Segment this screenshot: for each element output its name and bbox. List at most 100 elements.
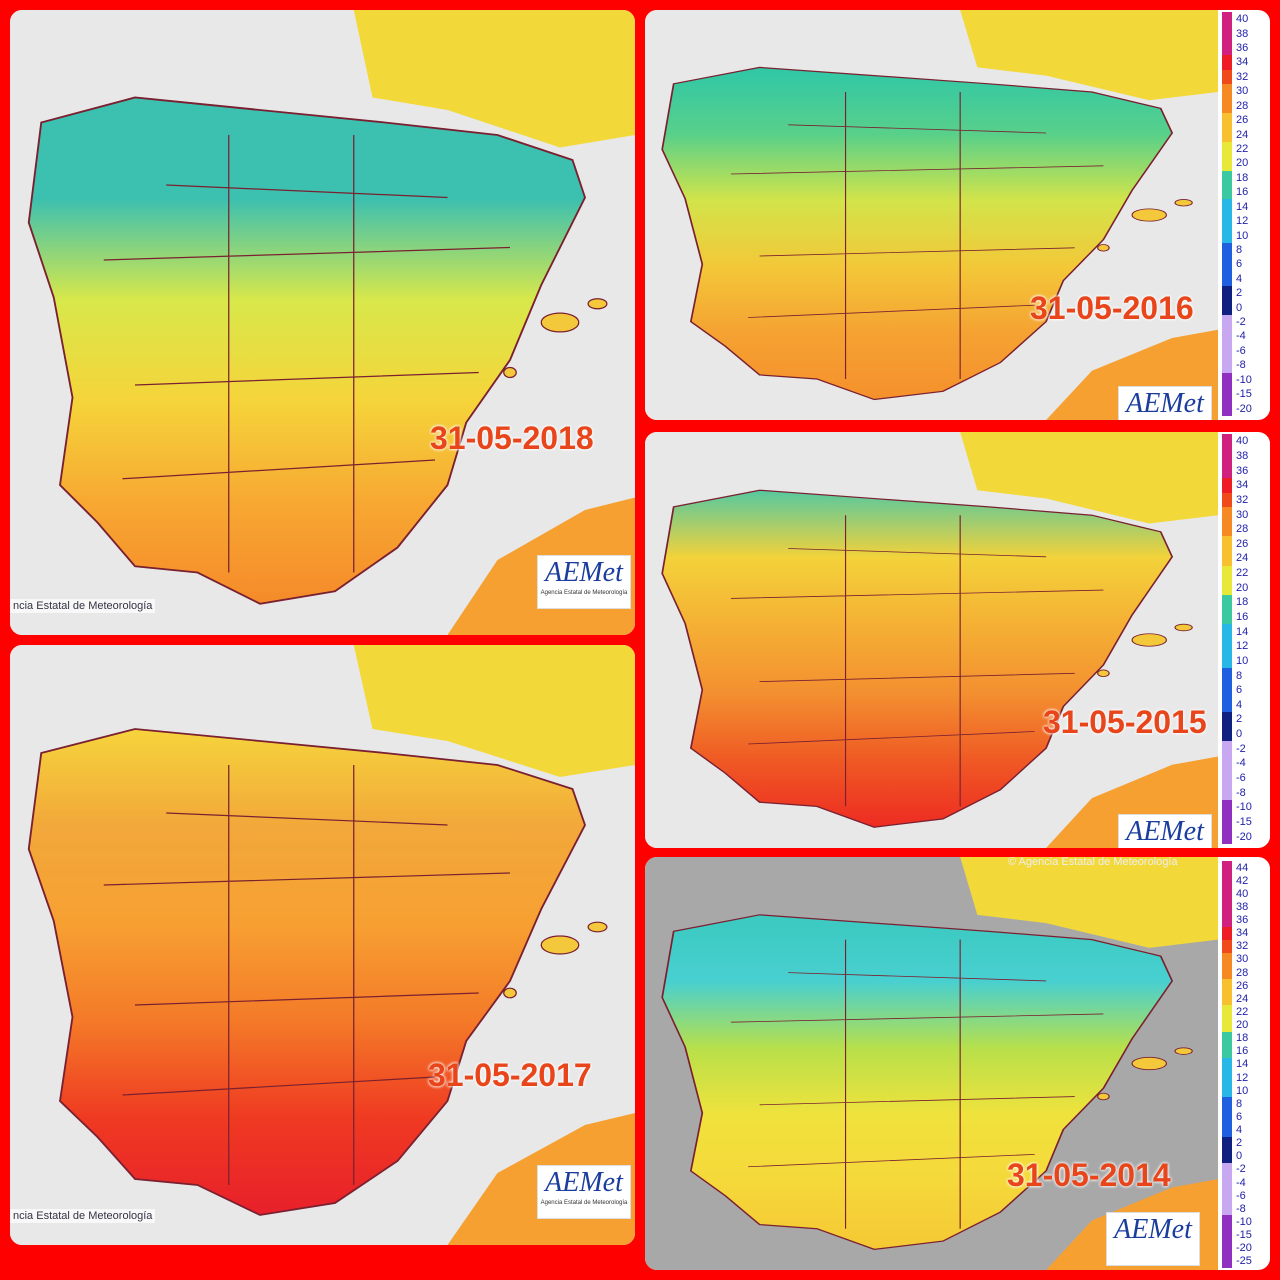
legend-value: 40 xyxy=(1236,13,1249,26)
legend-swatch xyxy=(1222,40,1232,56)
legend-row: 34 xyxy=(1222,926,1270,940)
credit: ncia Estatal de Meteorología xyxy=(10,599,156,613)
legend-value: 38 xyxy=(1236,449,1249,462)
legend-row: 24 xyxy=(1222,992,1270,1006)
logo-subtitle: Agencia Estatal de Meteorología xyxy=(540,590,628,596)
logo-text: AEMet xyxy=(1126,388,1204,419)
legend-row: -8 xyxy=(1222,358,1270,373)
legend-swatch xyxy=(1222,624,1232,639)
legend-swatch xyxy=(1222,926,1232,940)
legend-value: 8 xyxy=(1236,243,1243,256)
date-label: 31-05-2015 xyxy=(1043,704,1207,740)
legend-row: 8 xyxy=(1222,668,1270,683)
legend-row: -10 xyxy=(1222,800,1270,815)
legend-row: 28 xyxy=(1222,521,1270,537)
legend-row: 32 xyxy=(1222,939,1270,953)
legend-value: 34 xyxy=(1236,56,1249,69)
legend-value: 6 xyxy=(1236,258,1243,271)
legend-row: 20 xyxy=(1222,156,1270,171)
date-label: 31-05-2014 xyxy=(1007,1157,1171,1193)
legend-swatch xyxy=(1222,156,1232,171)
legend-row: 24 xyxy=(1222,127,1270,142)
legend-value: 36 xyxy=(1236,914,1249,927)
legend-row: 16 xyxy=(1222,185,1270,200)
legend-swatch xyxy=(1222,1162,1232,1176)
legend-value: 20 xyxy=(1236,581,1249,594)
legend-value: -8 xyxy=(1236,359,1246,372)
legend-row: -8 xyxy=(1222,785,1270,801)
legend-row: 22 xyxy=(1222,565,1270,581)
legend-row: 28 xyxy=(1222,966,1270,980)
legend-row: 44 xyxy=(1222,861,1270,875)
legend-row: 26 xyxy=(1222,536,1270,552)
legend-swatch xyxy=(1222,185,1232,200)
legend-swatch xyxy=(1222,434,1232,449)
legend-row: 26 xyxy=(1222,979,1270,993)
legend-row: -4 xyxy=(1222,329,1270,344)
legend-swatch xyxy=(1222,1057,1232,1071)
legend-value: 8 xyxy=(1236,1097,1243,1110)
legend-value: 22 xyxy=(1236,567,1249,580)
legend-swatch xyxy=(1222,1202,1232,1216)
temperature-map xyxy=(645,432,1218,848)
legend-swatch xyxy=(1222,1044,1232,1058)
legend-value: -6 xyxy=(1236,772,1246,785)
legend-swatch xyxy=(1222,242,1232,258)
legend-swatch xyxy=(1222,141,1232,157)
legend-value: -4 xyxy=(1236,330,1246,343)
legend-row: 26 xyxy=(1222,112,1270,128)
legend-swatch xyxy=(1222,536,1232,552)
legend-value: 22 xyxy=(1236,143,1249,155)
legend-swatch xyxy=(1222,1241,1232,1255)
legend-value: 6 xyxy=(1236,684,1243,697)
legend-value: -8 xyxy=(1236,1202,1246,1215)
temperature-map xyxy=(645,10,1218,420)
legend-swatch xyxy=(1222,1005,1232,1019)
legend-value: 24 xyxy=(1236,128,1249,141)
legend-value: 28 xyxy=(1236,966,1249,979)
legend-row: 10 xyxy=(1222,1084,1270,1098)
legend-swatch xyxy=(1222,829,1232,844)
legend-value: 26 xyxy=(1236,114,1249,127)
legend-value: 2 xyxy=(1236,287,1243,300)
legend-row: 14 xyxy=(1222,624,1270,639)
legend-swatch xyxy=(1222,551,1232,566)
legend-value: 24 xyxy=(1236,552,1249,565)
logo-text: AEMet xyxy=(545,1167,623,1198)
legend-value: 10 xyxy=(1236,229,1249,242)
legend-value: -2 xyxy=(1236,742,1246,755)
legend-value: 28 xyxy=(1236,523,1249,536)
legend-swatch xyxy=(1222,286,1232,301)
legend-row: -10 xyxy=(1222,1215,1270,1229)
legend-value: 40 xyxy=(1236,887,1249,900)
legend-swatch xyxy=(1222,1176,1232,1190)
legend-row: 38 xyxy=(1222,448,1270,464)
legend-value: 32 xyxy=(1236,70,1249,83)
legend-value: 38 xyxy=(1236,27,1249,40)
legend-swatch xyxy=(1222,127,1232,142)
legend-swatch xyxy=(1222,1136,1232,1150)
legend-swatch xyxy=(1222,12,1232,27)
legend-value: -20 xyxy=(1236,830,1252,843)
legend-value: 14 xyxy=(1236,1058,1249,1071)
legend-value: 6 xyxy=(1236,1110,1243,1123)
legend-value: 34 xyxy=(1236,479,1249,492)
legend-swatch xyxy=(1222,785,1232,801)
legend-swatch xyxy=(1222,697,1232,713)
legend-swatch xyxy=(1222,756,1232,771)
legend-swatch xyxy=(1222,712,1232,727)
legend-value: -10 xyxy=(1236,801,1252,814)
legend-row: 38 xyxy=(1222,26,1270,41)
legend-swatch xyxy=(1222,595,1232,610)
legend-row: -6 xyxy=(1222,343,1270,359)
legend-row: 12 xyxy=(1222,1071,1270,1085)
legend-swatch xyxy=(1222,98,1232,113)
legend-swatch xyxy=(1222,1123,1232,1137)
legend: 40 38 36 34 32 30 28 26 24 22 20 18 16 14 12 10 8 6 4 2 0 -2-… xyxy=(1222,12,1270,416)
legend-swatch xyxy=(1222,463,1232,478)
legend-row: 0 xyxy=(1222,300,1270,315)
legend-swatch xyxy=(1222,84,1232,99)
legend-swatch xyxy=(1222,966,1232,980)
legend-swatch xyxy=(1222,372,1232,387)
legend-value: 44 xyxy=(1236,861,1249,874)
